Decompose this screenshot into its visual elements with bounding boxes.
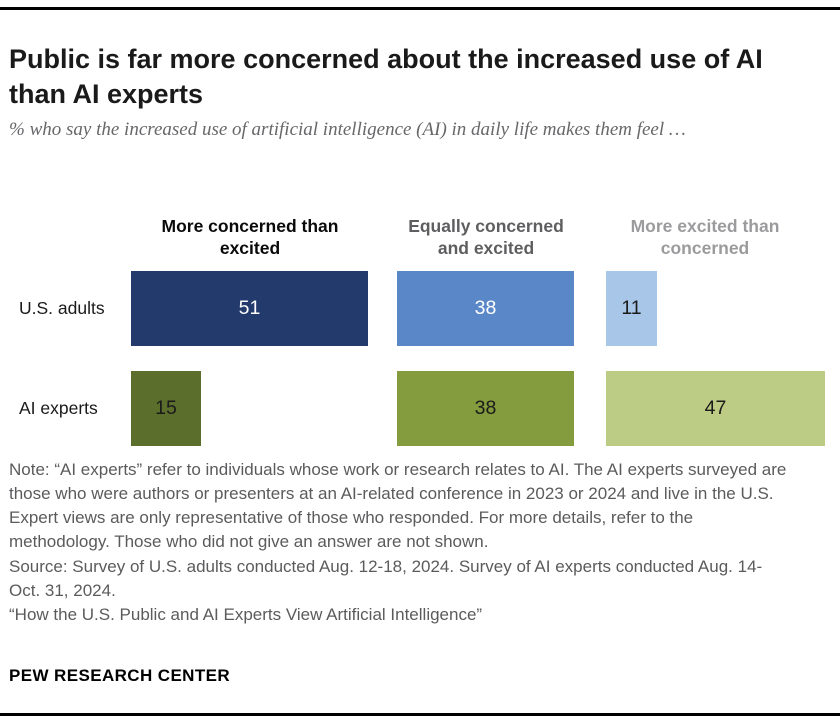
page-title: Public is far more concerned about the i… xyxy=(9,44,763,110)
row-label-ai-experts: AI experts xyxy=(19,398,98,418)
bar-ai-experts-more-excited: 47 xyxy=(606,371,825,446)
bar-us-adults-more-excited: 11 xyxy=(606,271,657,346)
bar-value-label: 51 xyxy=(238,297,261,319)
chart-notes: Note: “AI experts” refer to individuals … xyxy=(9,458,787,627)
top-border-rule xyxy=(0,7,840,10)
pew-research-center-wordmark: PEW RESEARCH CENTER xyxy=(9,666,231,685)
chart-subtitle: % who say the increased use of artificia… xyxy=(9,119,686,140)
bar-us-adults-more-concerned: 51 xyxy=(131,271,368,346)
row-label-us-adults: U.S. adults xyxy=(19,298,105,318)
bar-value-label: 38 xyxy=(474,397,497,419)
note-text: Note: “AI experts” refer to individuals … xyxy=(9,460,787,552)
column-header-equally-concerned: Equally concerned and excited xyxy=(408,215,564,259)
bar-value-label: 11 xyxy=(621,297,642,319)
bar-ai-experts-equally-concerned: 38 xyxy=(397,371,574,446)
report-title-text: “How the U.S. Public and AI Experts View… xyxy=(9,604,483,624)
column-header-more-excited: More excited than concerned xyxy=(630,215,780,259)
bar-ai-experts-more-concerned: 15 xyxy=(131,371,201,446)
bar-value-label: 38 xyxy=(474,297,497,319)
bar-us-adults-equally-concerned: 38 xyxy=(397,271,574,346)
source-text: Source: Survey of U.S. adults conducted … xyxy=(9,556,763,600)
bottom-border-rule xyxy=(0,713,840,716)
bar-value-label: 15 xyxy=(155,397,177,419)
column-header-more-concerned: More concerned than excited xyxy=(161,215,339,259)
bar-value-label: 47 xyxy=(704,397,727,419)
